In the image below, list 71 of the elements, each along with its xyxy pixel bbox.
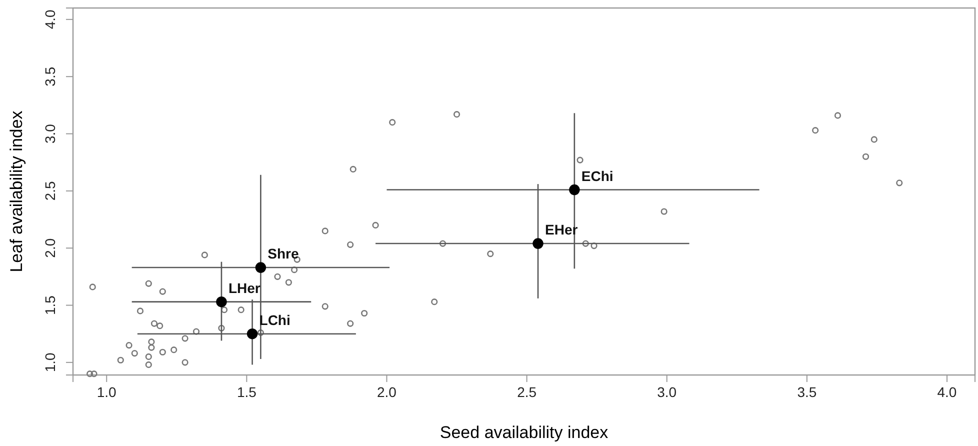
point xyxy=(350,166,356,172)
point xyxy=(255,262,266,273)
point xyxy=(150,320,158,327)
point xyxy=(372,222,379,229)
point xyxy=(201,252,208,258)
point xyxy=(274,273,281,280)
y-tick-label: 3.5 xyxy=(42,66,58,86)
y-tick-label: 2.5 xyxy=(42,180,58,201)
point xyxy=(487,250,494,258)
annotation: EChi xyxy=(581,168,614,184)
point xyxy=(347,241,354,248)
x-tick-label: 1.0 xyxy=(96,384,117,400)
point xyxy=(896,180,903,186)
y-tick-label: 4.0 xyxy=(42,9,58,30)
point xyxy=(86,370,94,378)
x-tick-label: 2.5 xyxy=(517,384,537,400)
x-tick-label: 2.0 xyxy=(377,384,397,400)
point xyxy=(136,308,144,314)
annotation: Shre xyxy=(268,246,300,262)
point xyxy=(246,328,258,340)
point xyxy=(870,136,878,143)
y-tick-label: 3.0 xyxy=(42,124,58,144)
point xyxy=(159,348,166,356)
point xyxy=(182,359,188,366)
point xyxy=(285,279,292,286)
point xyxy=(862,153,870,160)
point xyxy=(322,228,328,234)
point xyxy=(156,322,164,330)
point xyxy=(389,119,396,126)
y-tick-label: 1.0 xyxy=(42,352,58,372)
point xyxy=(89,284,96,290)
point xyxy=(148,344,155,351)
point xyxy=(145,353,152,360)
x-tick-label: 3.0 xyxy=(657,384,677,400)
x-tick-label: 1.5 xyxy=(236,384,257,400)
point xyxy=(347,320,354,327)
x-tick-label: 4.0 xyxy=(937,384,957,400)
point xyxy=(148,338,155,346)
y-tick-label: 2.0 xyxy=(42,238,58,258)
point xyxy=(291,266,298,274)
point xyxy=(117,356,124,364)
x-tick-label: 3.5 xyxy=(797,384,817,400)
point xyxy=(238,306,244,314)
point xyxy=(569,184,580,196)
point xyxy=(216,296,227,308)
point xyxy=(131,350,138,357)
point xyxy=(453,111,460,118)
point xyxy=(590,242,598,250)
point xyxy=(834,112,842,119)
point xyxy=(576,156,584,164)
point xyxy=(532,238,544,249)
point xyxy=(182,335,188,342)
point xyxy=(126,342,132,349)
x-axis-title: Seed availability index xyxy=(440,423,609,442)
point xyxy=(582,240,589,247)
point xyxy=(159,288,166,295)
point xyxy=(90,370,98,378)
point xyxy=(170,346,178,354)
point xyxy=(431,298,438,306)
point xyxy=(812,127,819,134)
point xyxy=(145,361,152,368)
point xyxy=(660,208,668,215)
y-axis-title: Leaf availability index xyxy=(7,110,26,272)
y-tick-label: 1.5 xyxy=(42,295,58,315)
point xyxy=(218,324,225,332)
point xyxy=(322,303,328,310)
point xyxy=(192,328,200,335)
point xyxy=(145,280,152,287)
point xyxy=(257,329,264,336)
point xyxy=(439,240,446,247)
point xyxy=(361,310,368,317)
